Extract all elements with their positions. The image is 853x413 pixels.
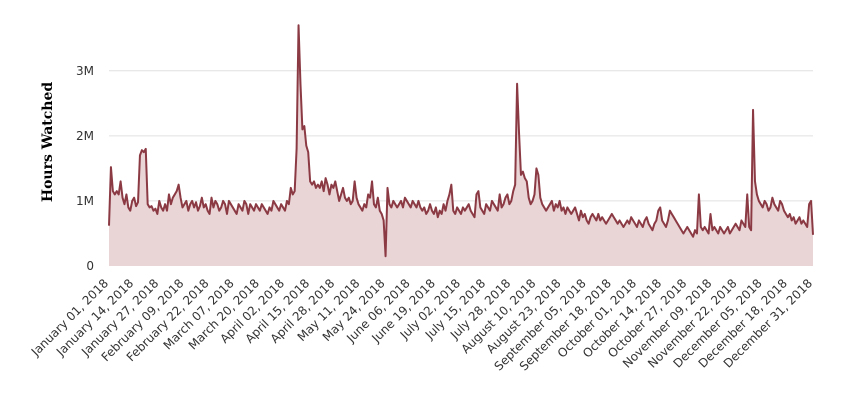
y-tick-label: 3M (76, 64, 94, 78)
y-axis-title: Hours Watched (40, 82, 56, 203)
series-area-layer (108, 24, 814, 266)
y-axis-ticks: 0 1M 2M 3M (76, 64, 94, 273)
series-line (108, 24, 814, 258)
y-tick-label: 1M (76, 194, 94, 208)
y-tick-label: 2M (76, 129, 94, 143)
y-tick-label: 0 (86, 259, 94, 273)
series-area-fill (109, 25, 813, 266)
gridlines (109, 70, 813, 202)
